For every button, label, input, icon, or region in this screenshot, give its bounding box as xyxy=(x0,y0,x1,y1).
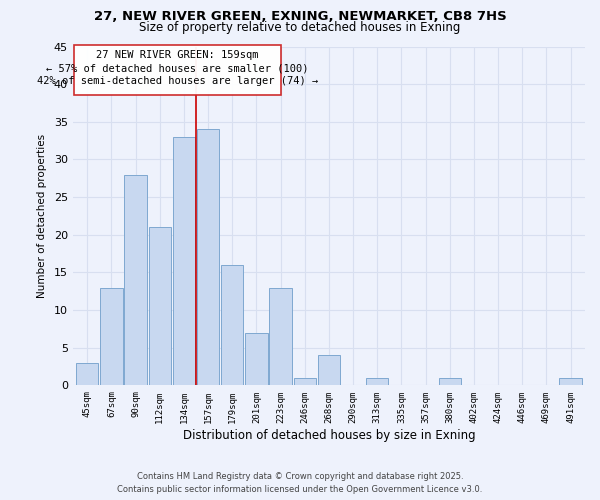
Bar xyxy=(366,378,388,386)
Bar xyxy=(269,288,292,386)
Bar xyxy=(559,378,581,386)
FancyBboxPatch shape xyxy=(74,45,281,96)
Bar xyxy=(124,174,146,386)
Bar xyxy=(439,378,461,386)
Bar xyxy=(173,137,195,386)
Bar xyxy=(149,228,171,386)
Bar xyxy=(245,332,268,386)
Text: Size of property relative to detached houses in Exning: Size of property relative to detached ho… xyxy=(139,21,461,34)
Bar xyxy=(197,130,219,386)
X-axis label: Distribution of detached houses by size in Exning: Distribution of detached houses by size … xyxy=(182,430,475,442)
Text: 42% of semi-detached houses are larger (74) →: 42% of semi-detached houses are larger (… xyxy=(37,76,318,86)
Bar xyxy=(318,356,340,386)
Text: 27, NEW RIVER GREEN, EXNING, NEWMARKET, CB8 7HS: 27, NEW RIVER GREEN, EXNING, NEWMARKET, … xyxy=(94,10,506,23)
Bar xyxy=(76,363,98,386)
Bar xyxy=(100,288,122,386)
Y-axis label: Number of detached properties: Number of detached properties xyxy=(37,134,47,298)
Text: Contains HM Land Registry data © Crown copyright and database right 2025.
Contai: Contains HM Land Registry data © Crown c… xyxy=(118,472,482,494)
Bar xyxy=(221,265,244,386)
Text: ← 57% of detached houses are smaller (100): ← 57% of detached houses are smaller (10… xyxy=(46,63,308,73)
Bar xyxy=(293,378,316,386)
Text: 27 NEW RIVER GREEN: 159sqm: 27 NEW RIVER GREEN: 159sqm xyxy=(96,50,259,60)
